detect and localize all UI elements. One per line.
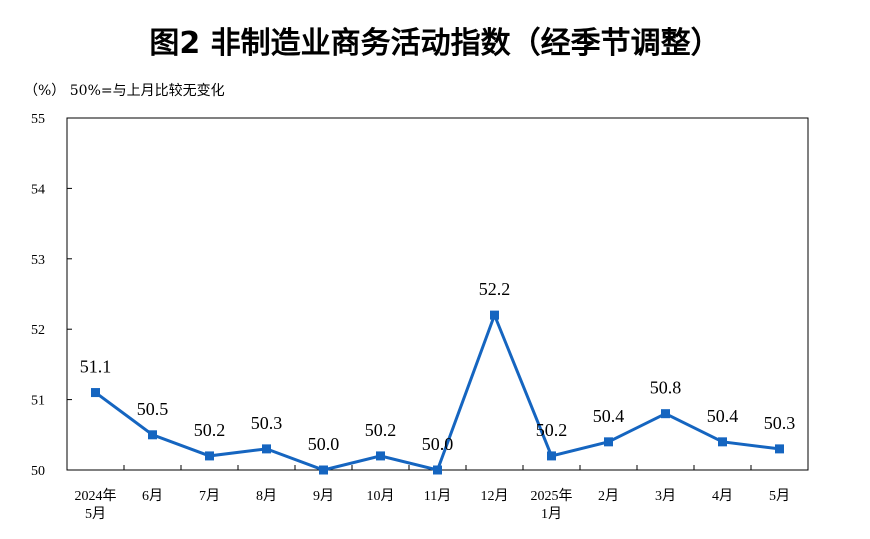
data-label: 50.3 (251, 413, 283, 433)
data-label: 50.0 (422, 434, 454, 454)
x-axis: 2024年 5月 6月 7月 8月 9月 10月 11月 12月 2025年 1月 2月 3月 4月 5月 (75, 465, 790, 522)
x-tick-label: 9月 (313, 488, 334, 504)
x-tick-label: 4月 (712, 488, 733, 504)
data-point (205, 451, 214, 461)
data-label: 52.2 (479, 279, 511, 299)
data-point (490, 310, 499, 320)
data-point (148, 430, 157, 440)
data-point (718, 437, 727, 447)
x-tick-label: 3月 (655, 488, 676, 504)
data-point (775, 444, 784, 454)
data-point (376, 451, 385, 461)
data-point (319, 465, 328, 475)
series (91, 310, 784, 475)
data-label: 50.2 (536, 420, 568, 440)
data-point (547, 451, 556, 461)
data-point (433, 465, 442, 475)
y-tick-label: 55 (31, 112, 45, 127)
y-axis: 50 51 52 53 54 55 (31, 112, 72, 479)
data-label: 50.2 (365, 420, 397, 440)
x-tick-label: 2月 (598, 488, 619, 504)
x-tick-label: 5月 (769, 488, 790, 504)
data-label: 50.4 (707, 406, 739, 426)
data-label: 50.4 (593, 406, 625, 426)
x-tick-label: 2025年 1月 (531, 488, 573, 522)
data-label: 50.2 (194, 420, 226, 440)
x-tick-label: 8月 (256, 488, 277, 504)
x-tick-label: 7月 (199, 488, 220, 504)
data-labels: 51.1 50.5 50.2 50.3 50.0 50.2 50.0 52.2 50.2 50.4… (80, 279, 796, 454)
x-tick-label: 10月 (367, 488, 395, 504)
y-tick-label: 53 (31, 253, 45, 268)
x-tick-label: 12月 (481, 488, 509, 504)
data-label: 50.8 (650, 378, 682, 398)
x-tick-label: 11月 (424, 488, 451, 504)
data-label: 51.1 (80, 357, 112, 377)
x-tick-label: 6月 (142, 488, 163, 504)
data-label: 50.3 (764, 413, 796, 433)
data-point (91, 388, 100, 398)
y-tick-label: 51 (31, 394, 45, 409)
data-point (262, 444, 271, 454)
plot-frame (66, 117, 809, 471)
data-point (661, 409, 670, 419)
data-label: 50.5 (137, 399, 169, 419)
y-tick-label: 54 (31, 182, 45, 197)
chart-title: 图2 非制造业商务活动指数（经季节调整） (149, 26, 721, 61)
y-tick-label: 50 (31, 464, 45, 479)
data-point (604, 437, 613, 447)
data-label: 50.0 (308, 434, 340, 454)
y-tick-label: 52 (31, 323, 45, 338)
x-tick-label: 2024年 5月 (75, 488, 117, 522)
unit-note: （%） 50%=与上月比较无变化 (24, 83, 225, 99)
